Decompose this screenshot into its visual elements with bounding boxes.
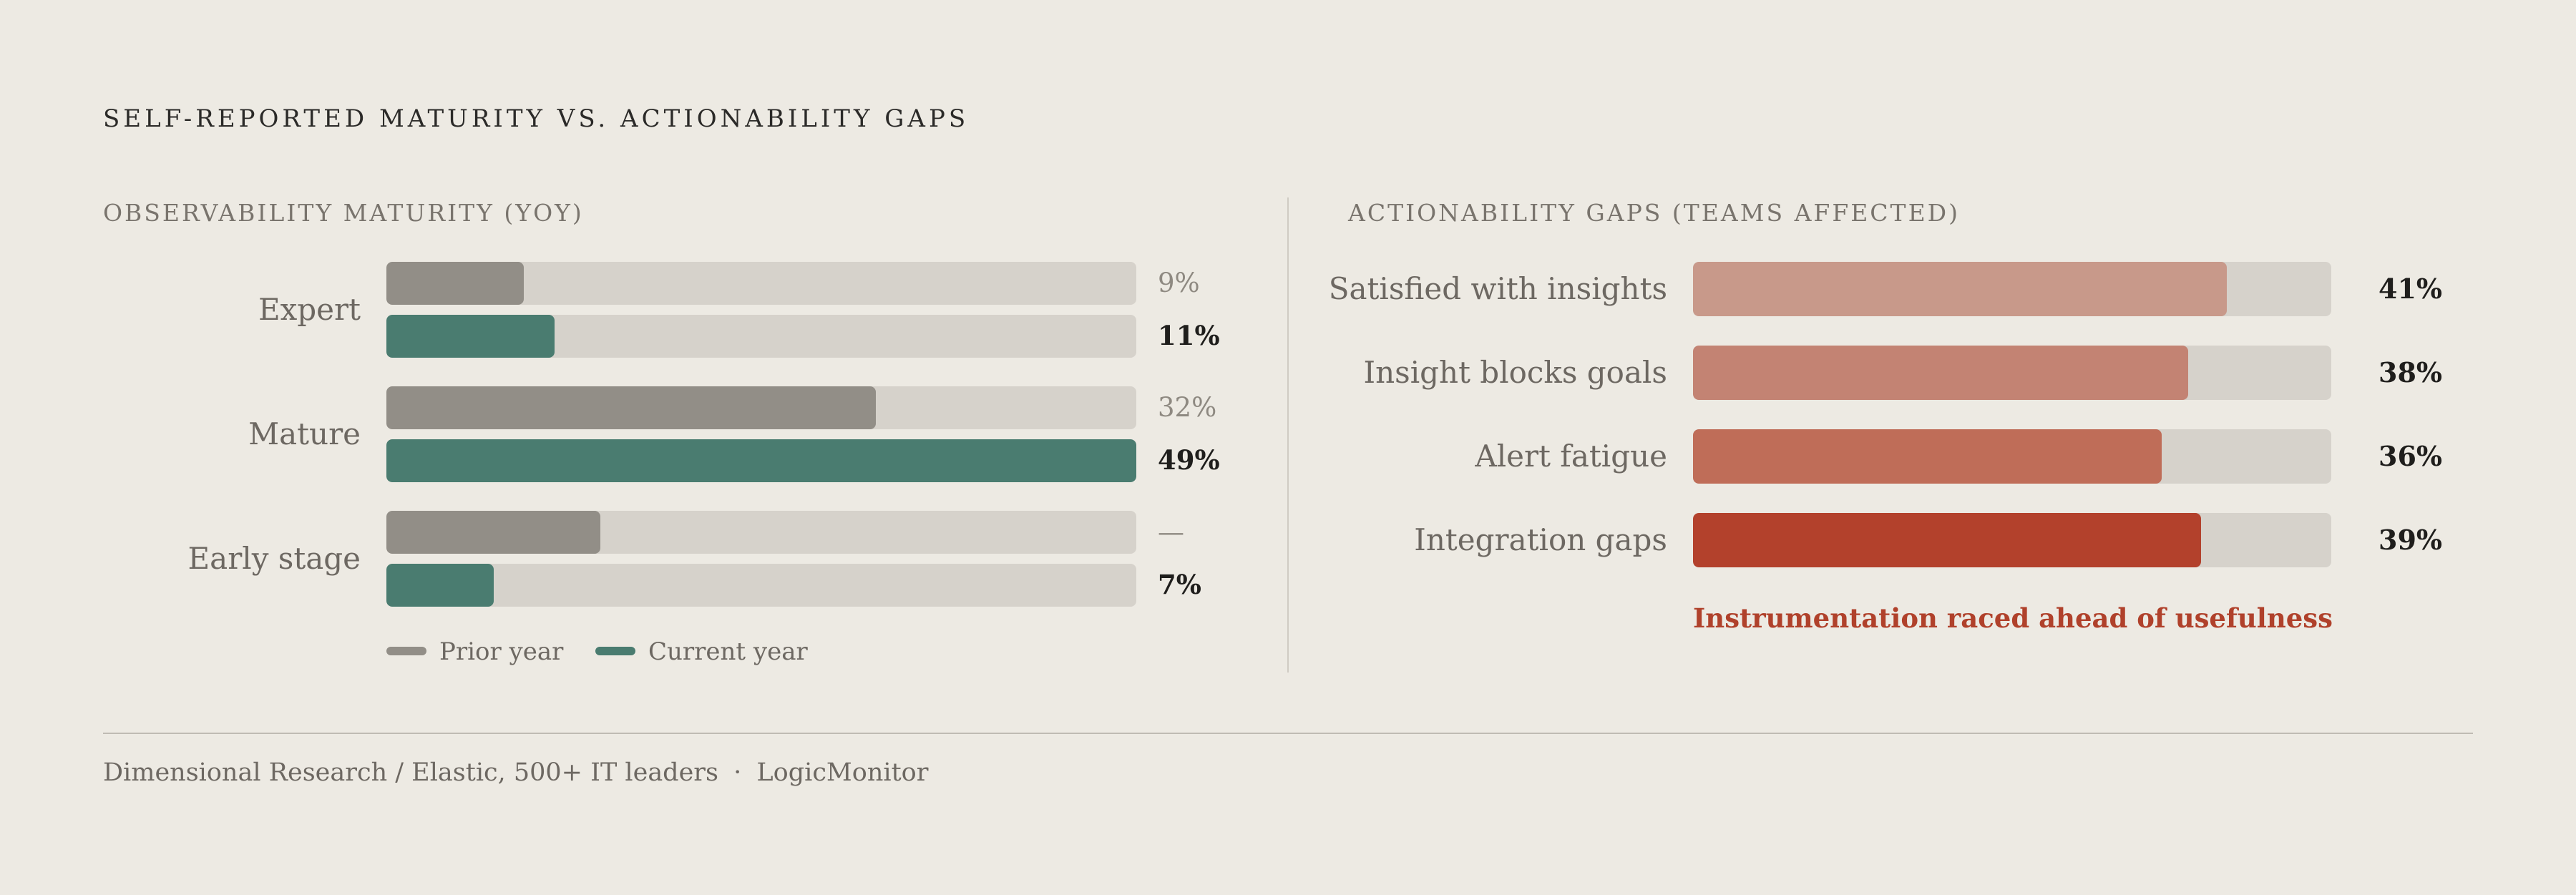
legend-prior-swatch	[386, 647, 426, 655]
legend-prior-label: Prior year	[439, 637, 564, 666]
panel-divider	[1287, 197, 1289, 673]
maturity-track-mature-prior	[386, 386, 1136, 429]
footer-source: Dimensional Research / Elastic, 500+ IT …	[103, 758, 718, 787]
maturity-value-mature-prior: 32%	[1158, 392, 1217, 423]
footer: Dimensional Research / Elastic, 500+ IT …	[103, 758, 928, 787]
footer-divider	[103, 733, 2473, 734]
gap-bar-satisfied-with-insights	[1693, 262, 2228, 316]
maturity-bar-mature-current	[386, 439, 1136, 482]
legend-current-year: Current year	[595, 640, 808, 664]
legend-current-label: Current year	[648, 637, 808, 666]
gap-value-alert-fatigue: 36%	[2379, 440, 2442, 472]
footer-brand: LogicMonitor	[756, 758, 929, 787]
maturity-track-early-stage-current	[386, 564, 1136, 607]
gap-value-satisfied-with-insights: 41%	[2379, 273, 2442, 305]
maturity-panel-title: OBSERVABILITY MATURITY (YOY)	[103, 199, 584, 227]
gap-bar-insight-blocks-goals	[1693, 346, 2188, 400]
maturity-bar-early-stage-current	[386, 564, 494, 607]
gap-track-insight-blocks-goals	[1693, 346, 2331, 400]
gap-bar-alert-fatigue	[1693, 429, 2162, 484]
gap-value-integration-gaps: 39%	[2379, 524, 2442, 556]
chart-title: SELF-REPORTED MATURITY VS. ACTIONABILITY…	[103, 104, 970, 133]
maturity-label-early-stage: Early stage	[187, 541, 361, 576]
maturity-label-mature: Mature	[248, 416, 361, 451]
gap-label-insight-blocks-goals: Insight blocks goals	[1363, 355, 1667, 390]
footer-separator: ·	[733, 758, 742, 787]
maturity-value-early-stage-prior: —	[1158, 517, 1184, 547]
gap-label-alert-fatigue: Alert fatigue	[1475, 439, 1667, 474]
maturity-track-expert-prior	[386, 262, 1136, 305]
gap-label-integration-gaps: Integration gaps	[1414, 522, 1667, 557]
maturity-bar-expert-prior	[386, 262, 525, 305]
maturity-track-mature-current	[386, 439, 1136, 482]
gaps-annotation: Instrumentation raced ahead of usefulnes…	[1693, 602, 2333, 634]
maturity-track-expert-current	[386, 315, 1136, 358]
gap-label-satisfied-with-insights: Satisfied with insights	[1328, 271, 1667, 306]
gap-track-integration-gaps	[1693, 513, 2331, 567]
gap-value-insight-blocks-goals: 38%	[2379, 356, 2442, 388]
gap-track-alert-fatigue	[1693, 429, 2331, 484]
maturity-bar-mature-prior	[386, 386, 877, 429]
legend-prior-year: Prior year	[386, 640, 563, 664]
maturity-value-expert-prior: 9%	[1158, 268, 1200, 298]
gap-track-satisfied-with-insights	[1693, 262, 2331, 316]
gaps-panel-title: ACTIONABILITY GAPS (TEAMS AFFECTED)	[1348, 199, 1960, 227]
maturity-value-early-stage-current: 7%	[1158, 569, 1201, 600]
maturity-label-expert: Expert	[258, 292, 361, 327]
gap-bar-integration-gaps	[1693, 513, 2201, 567]
maturity-value-mature-current: 49%	[1158, 444, 1220, 476]
maturity-bar-early-stage-prior	[386, 511, 601, 554]
maturity-track-early-stage-prior	[386, 511, 1136, 554]
legend-current-swatch	[595, 647, 635, 655]
maturity-value-expert-current: 11%	[1158, 320, 1220, 351]
maturity-bar-expert-current	[386, 315, 555, 358]
